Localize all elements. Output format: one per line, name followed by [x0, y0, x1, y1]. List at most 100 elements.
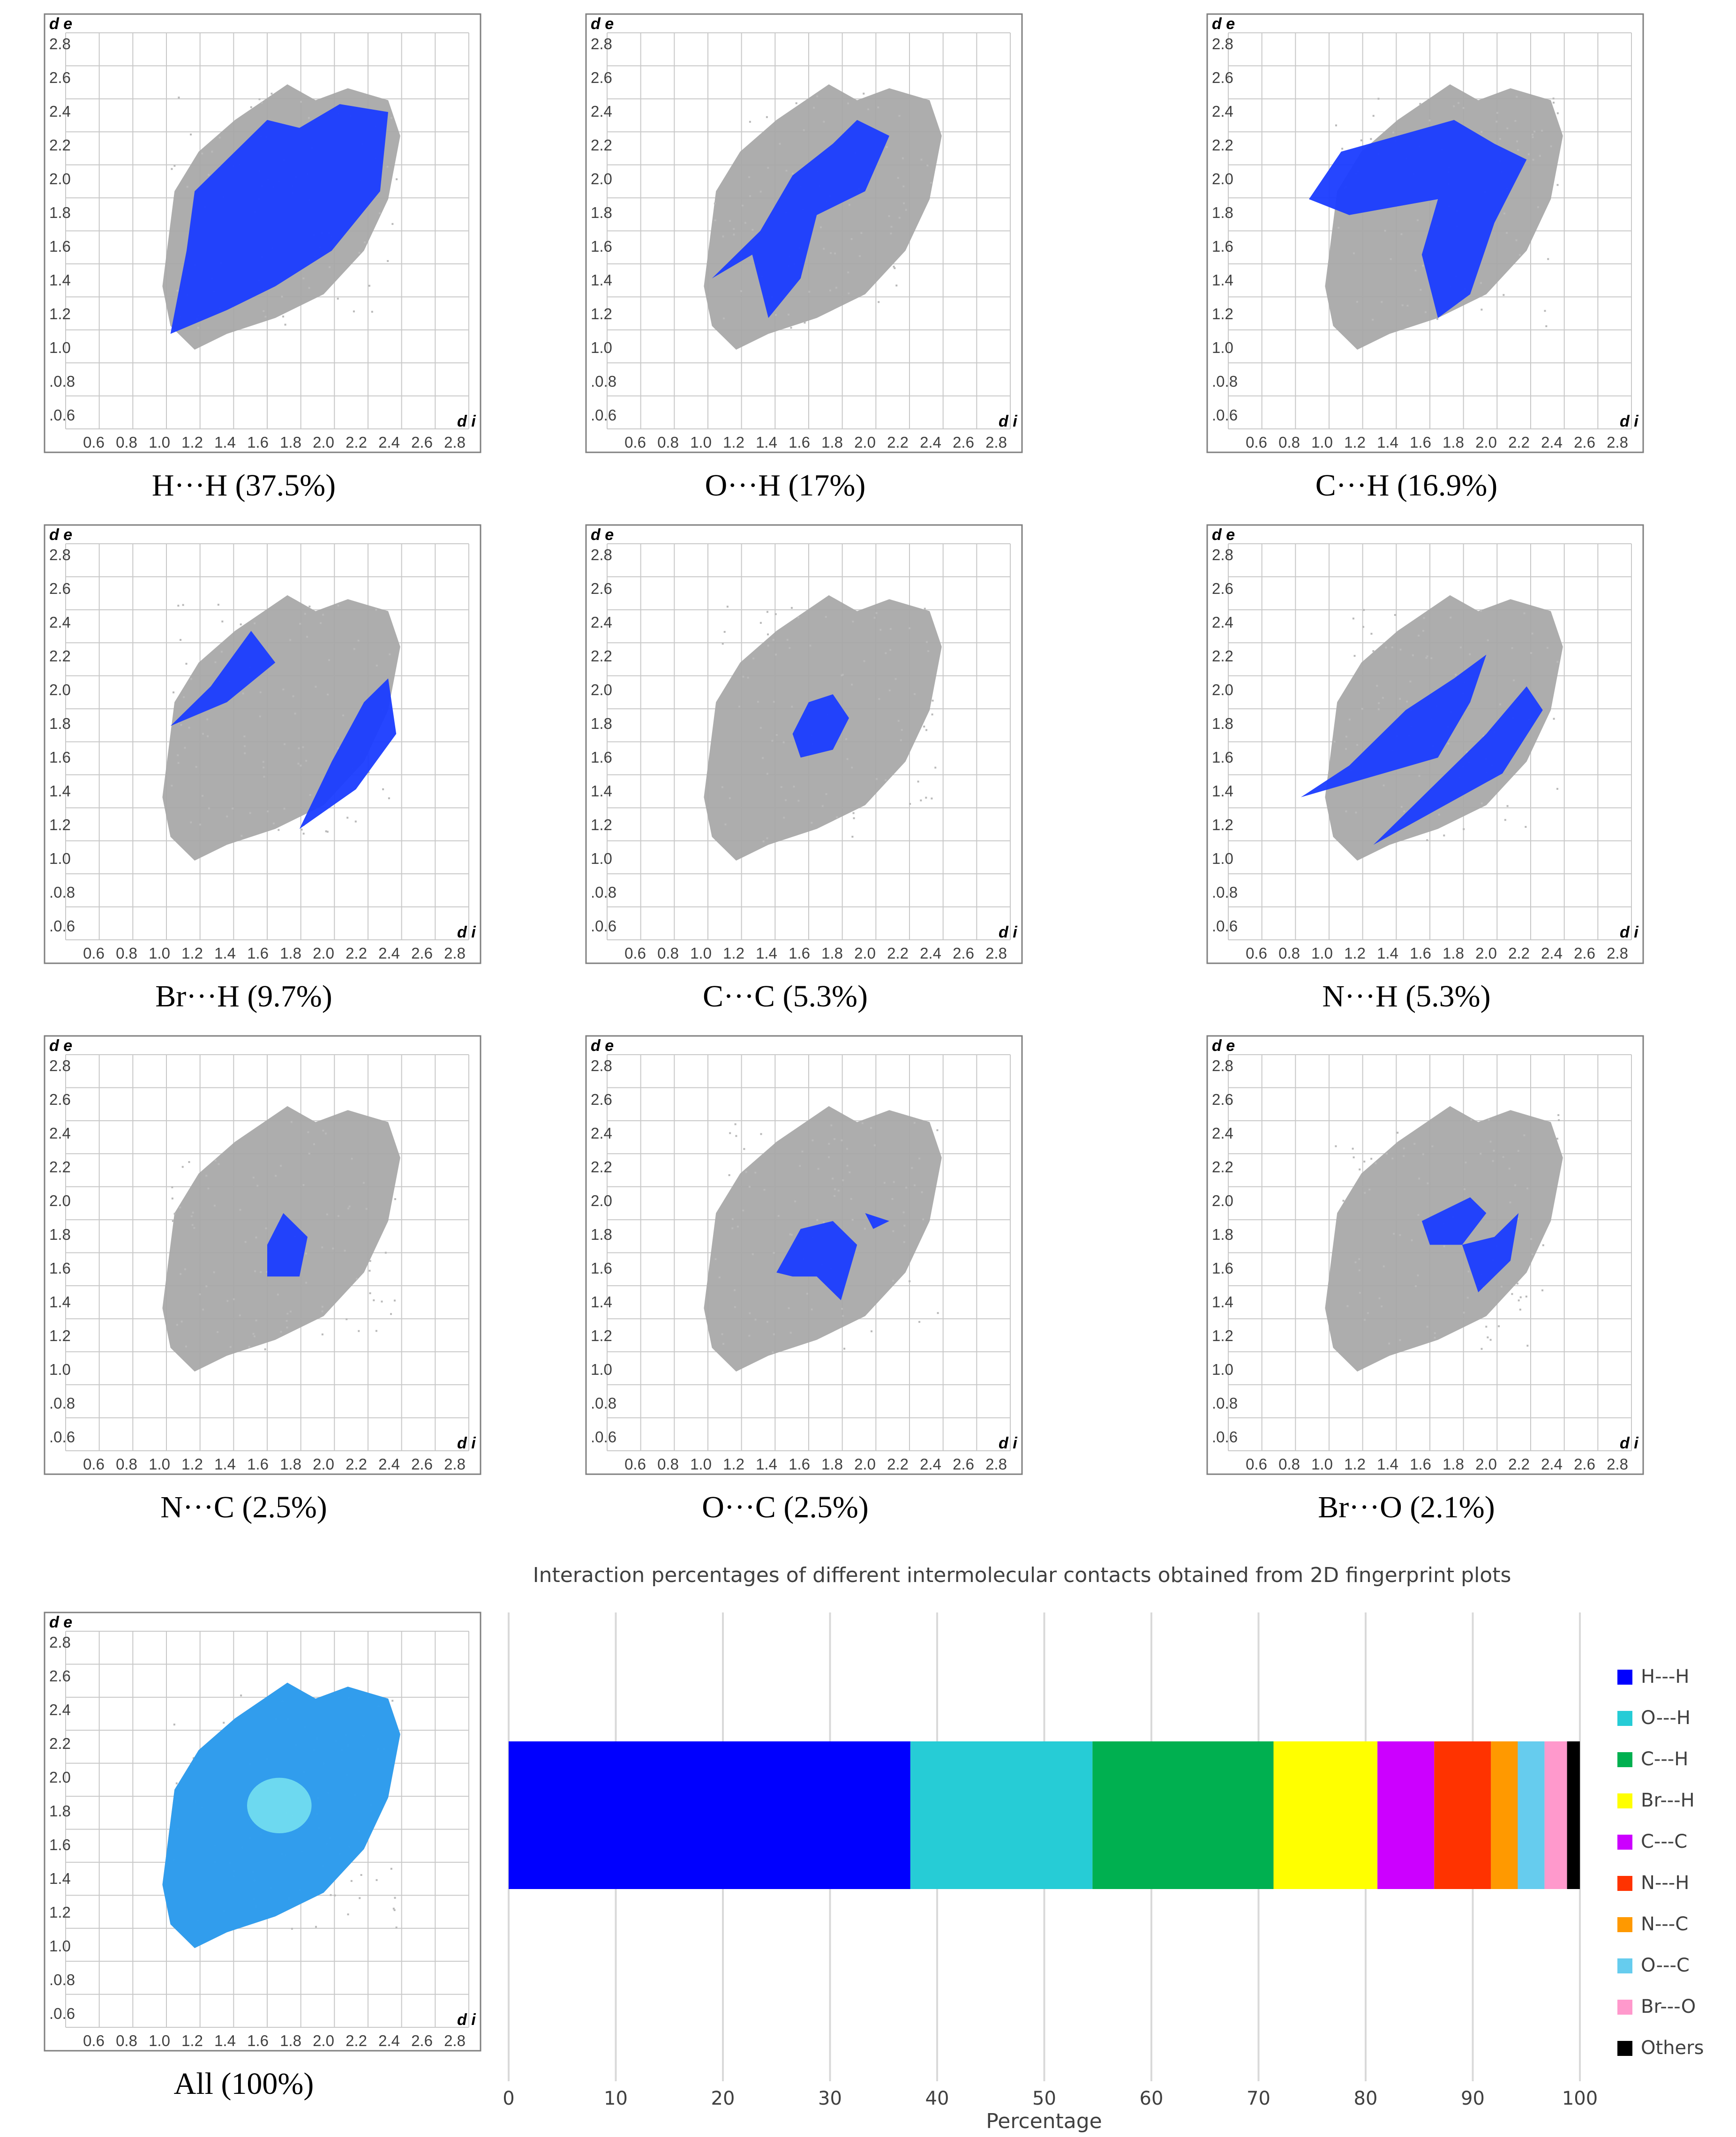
cloud-point: [205, 1285, 208, 1288]
cloud-point: [766, 611, 768, 613]
cloud-point: [864, 1228, 866, 1230]
chart-x-tick-label: 30: [818, 2088, 842, 2109]
x-tick-label: 1.0: [690, 434, 712, 451]
cloud-point: [322, 614, 324, 616]
cloud-point: [1363, 609, 1365, 611]
cloud-point: [723, 630, 726, 633]
cloud-point: [714, 219, 716, 222]
x-tick-label: 2.6: [1574, 1455, 1595, 1473]
cloud-point: [218, 136, 221, 139]
cloud-point: [888, 215, 890, 217]
cloud-point: [852, 621, 854, 623]
x-tick-label: 1.6: [1410, 434, 1431, 451]
x-tick-label: 0.6: [83, 1455, 105, 1473]
cloud-point: [772, 1351, 774, 1353]
cloud-point: [785, 799, 787, 802]
cloud-point: [867, 108, 870, 111]
cloud-point: [289, 1310, 292, 1312]
x-tick-label: 2.8: [1607, 1455, 1628, 1473]
fingerprint-caption: N···C (2.5%): [160, 1490, 327, 1524]
cloud-point: [745, 1171, 747, 1173]
cloud-point: [1470, 1118, 1473, 1121]
y-tick-label: 2.0: [591, 170, 612, 187]
y-tick-label: 1.2: [49, 1327, 71, 1344]
y-tick-label: 1.8: [1212, 715, 1233, 732]
cloud-point: [759, 727, 762, 729]
cloud-point: [1500, 1285, 1503, 1288]
cloud-point: [244, 1241, 247, 1243]
cloud-point: [1375, 1162, 1377, 1164]
cloud-point: [1556, 787, 1558, 790]
x-tick-label: 1.0: [690, 945, 712, 962]
cloud-point: [823, 120, 825, 123]
cloud-point: [173, 1724, 175, 1726]
x-tick-label: 2.2: [346, 945, 367, 962]
x-tick-label: 1.4: [214, 1455, 236, 1473]
cloud-point: [1539, 155, 1541, 157]
cloud-point: [754, 1171, 757, 1174]
cloud-point: [299, 622, 301, 625]
cloud-point: [369, 1292, 371, 1294]
cloud-point: [877, 106, 879, 109]
cloud-point: [903, 1241, 905, 1243]
cloud-point: [799, 1165, 801, 1167]
cloud-point: [1499, 703, 1502, 705]
cloud-point: [803, 129, 805, 131]
y-tick-label: 1.8: [49, 1226, 71, 1243]
cloud-point: [1489, 1339, 1492, 1341]
y-tick-label: 2.2: [49, 1735, 71, 1752]
y-tick-label: 2.2: [49, 1158, 71, 1176]
cloud-point: [1508, 1168, 1511, 1170]
cloud-point: [307, 1131, 309, 1133]
x-axis-label: d i: [999, 923, 1018, 941]
cloud-point: [1443, 834, 1445, 837]
y-tick-label: .0.8: [1212, 884, 1238, 901]
cloud-point: [748, 1185, 751, 1188]
cloud-point: [841, 1139, 843, 1141]
x-axis-label: d i: [1620, 1434, 1639, 1452]
x-tick-label: 1.8: [280, 1455, 301, 1473]
y-tick-label: 1.0: [1212, 1361, 1233, 1378]
cloud-point: [1527, 153, 1530, 156]
x-tick-label: 1.2: [1344, 1455, 1366, 1473]
cloud-point: [714, 1258, 717, 1260]
y-tick-label: 2.6: [49, 69, 71, 86]
cloud-point: [388, 797, 390, 800]
cloud-point: [1493, 1149, 1495, 1152]
x-tick-label: 0.8: [1278, 1455, 1300, 1473]
cloud-point: [185, 1345, 187, 1348]
cloud-point: [369, 1260, 371, 1262]
cloud-point: [729, 1132, 731, 1134]
cloud-point: [1509, 1201, 1511, 1204]
cloud-point: [173, 691, 175, 694]
cloud-point: [1353, 1156, 1355, 1159]
cloud-point: [1400, 806, 1403, 808]
y-tick-label: 1.4: [591, 271, 612, 289]
cloud-point: [766, 772, 768, 775]
cloud-point: [322, 1129, 324, 1132]
cloud-point: [808, 291, 811, 293]
legend-swatch: [1617, 1752, 1632, 1767]
x-tick-label: 1.8: [821, 945, 843, 962]
x-tick-label: 2.8: [444, 1455, 466, 1473]
x-axis-label: d i: [999, 1434, 1018, 1452]
legend-label: Others: [1641, 2037, 1704, 2059]
y-axis-label: d e: [1212, 15, 1235, 33]
cloud-point: [871, 1330, 873, 1333]
x-tick-label: 2.0: [1475, 945, 1497, 962]
y-tick-label: .0.6: [591, 917, 616, 935]
x-tick-label: 2.8: [444, 2032, 466, 2049]
y-tick-label: 2.0: [1212, 681, 1233, 698]
cloud-point: [243, 735, 246, 738]
cloud-point: [309, 794, 311, 796]
cloud-point: [937, 1312, 939, 1314]
cloud-point: [1391, 1157, 1394, 1160]
cloud-point: [242, 692, 244, 695]
y-tick-label: 2.8: [591, 1057, 612, 1074]
cloud-point: [927, 650, 930, 652]
chart-x-ticks: 0 10 20 30 40 50 60 70 80 90 100: [503, 2088, 1598, 2109]
cloud-point: [217, 604, 219, 606]
cloud-point: [202, 1308, 204, 1311]
x-tick-label: 1.6: [247, 1455, 269, 1473]
cloud-point: [328, 659, 331, 661]
